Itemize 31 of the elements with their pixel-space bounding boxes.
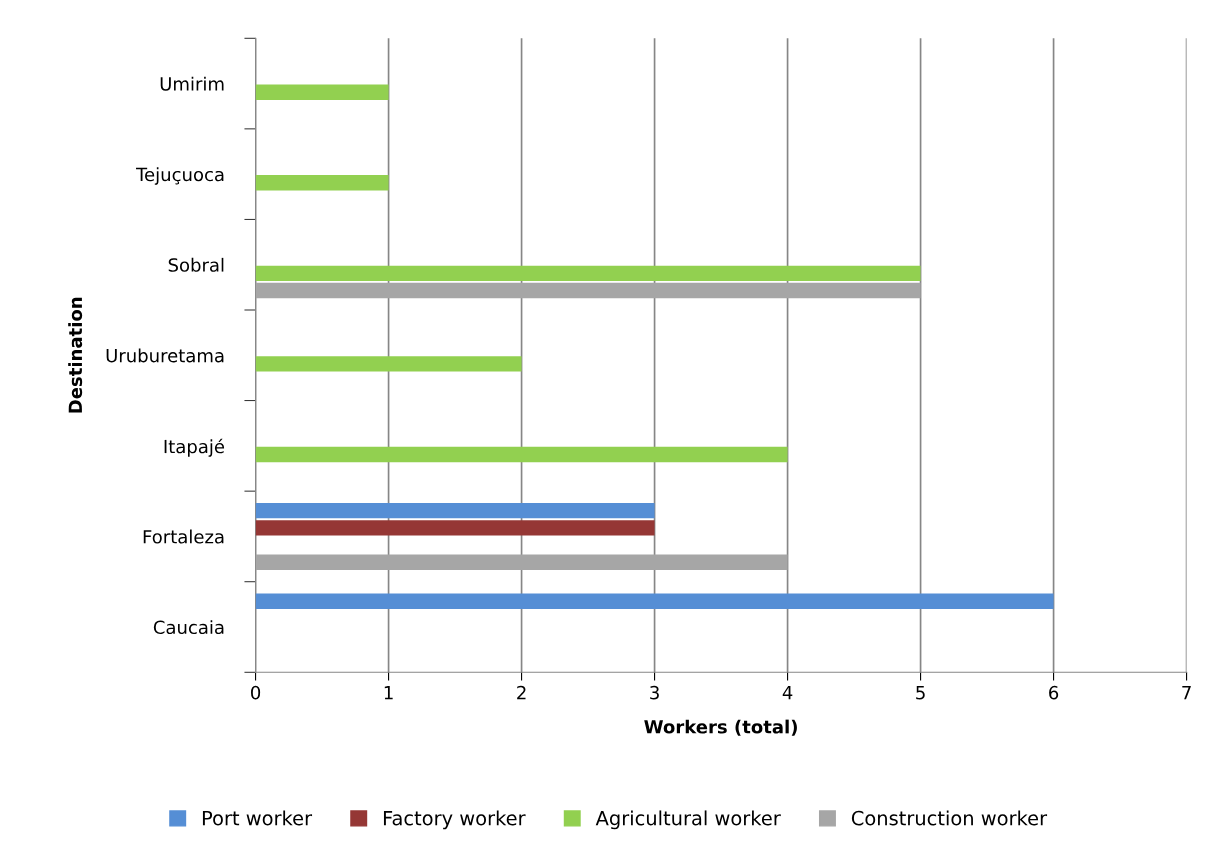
- y-tick-label: Uruburetama: [106, 348, 224, 363]
- bar: [255, 502, 655, 519]
- x-axis-title: Workers (total): [644, 719, 797, 736]
- y-axis-title: Destination: [68, 297, 83, 413]
- y-tick-label: Sobral: [168, 257, 224, 272]
- bar: [255, 265, 921, 282]
- bar: [255, 520, 655, 536]
- x-tick-label: 6: [1049, 685, 1059, 700]
- bar: [255, 84, 389, 100]
- legend-label: Port worker: [202, 810, 313, 826]
- x-tick-label: 5: [916, 686, 925, 700]
- x-tick-label: 1: [384, 686, 393, 700]
- legend-label: Agricultural worker: [595, 810, 781, 830]
- x-tick-label: 3: [650, 685, 659, 700]
- y-tick-label: Tejuçuoca: [136, 167, 224, 185]
- x-tick-label: 7: [1182, 686, 1191, 700]
- x-tick-label: 4: [782, 686, 793, 700]
- legend-label: Construction worker: [851, 810, 1048, 826]
- bar: [255, 356, 522, 372]
- y-tick-label: Caucaia: [153, 620, 224, 635]
- bar: [255, 446, 788, 463]
- y-tick-label: Itapajé: [164, 438, 225, 457]
- legend-label: Factory worker: [383, 810, 526, 830]
- y-tick-label: Umirim: [160, 76, 224, 91]
- bar: [255, 554, 788, 570]
- bar: [255, 593, 1054, 609]
- x-tick-label: 2: [517, 685, 526, 700]
- bar: [255, 175, 389, 191]
- x-tick-label: 0: [251, 685, 261, 700]
- y-tick-label: Fortaleza: [143, 529, 224, 544]
- bar: [255, 282, 921, 299]
